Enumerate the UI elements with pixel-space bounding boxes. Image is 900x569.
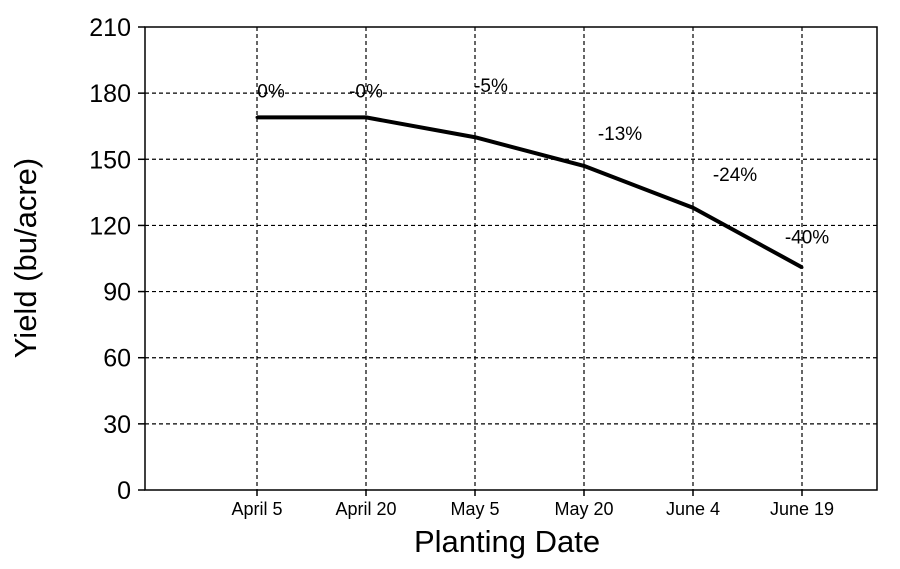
y-tick-label: 210 [89, 14, 131, 42]
data-label: -40% [785, 227, 829, 248]
data-point [255, 115, 259, 119]
plot-area-frame [144, 26, 878, 491]
data-label: -5% [474, 76, 508, 97]
data-point [691, 206, 695, 210]
data-point [364, 115, 368, 119]
y-tick-label: 90 [103, 279, 131, 307]
y-axis-title: Yield (bu/acre) [8, 158, 43, 358]
series-group [255, 115, 804, 270]
x-tick-label: May 20 [554, 499, 613, 519]
x-tick-label: May 5 [450, 499, 499, 519]
data-labels: 0% -0% -5% -13% -24% -40% [257, 76, 829, 248]
grid-lines [145, 27, 877, 490]
x-tick-label: June 19 [770, 499, 834, 519]
y-tick-label: 180 [89, 80, 131, 108]
data-label: -24% [713, 165, 757, 186]
data-label: 0% [257, 81, 285, 102]
y-tick-label: 30 [103, 411, 131, 439]
data-label: -13% [598, 124, 642, 145]
y-tick-label: 0 [117, 477, 131, 505]
y-tick-label: 150 [89, 146, 131, 174]
data-point [800, 265, 804, 269]
x-axis-title: Planting Date [414, 524, 600, 559]
y-tick-label: 60 [103, 345, 131, 373]
x-axis-ticks: April 5 April 20 May 5 May 20 June 4 June 19 [231, 490, 834, 519]
x-tick-label: April 20 [335, 499, 396, 519]
x-tick-label: June 4 [666, 499, 720, 519]
y-axis-ticks: 0 30 60 90 120 150 180 210 [89, 14, 145, 505]
data-label: -0% [349, 81, 383, 102]
data-point [473, 135, 477, 139]
y-tick-label: 120 [89, 212, 131, 240]
series-line [257, 115, 803, 270]
x-tick-label: April 5 [231, 499, 282, 519]
data-point [582, 164, 586, 168]
